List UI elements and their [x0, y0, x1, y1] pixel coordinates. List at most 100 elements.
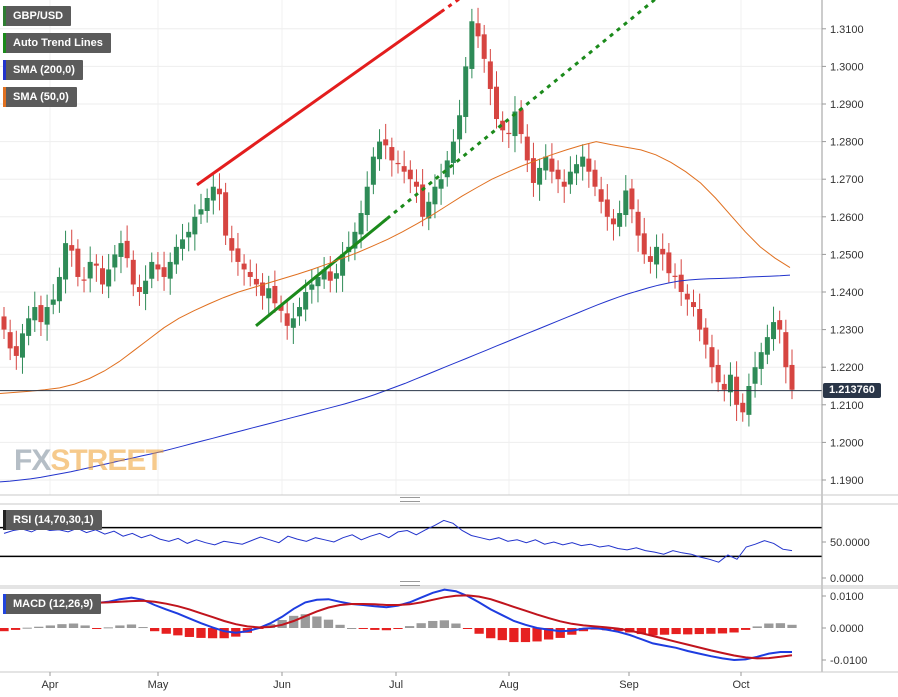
legend-rsi-swatch — [3, 510, 6, 530]
macd-hist-bar-1 — [10, 628, 21, 630]
candle-body-98 — [604, 199, 610, 217]
price-tick-label-0: 1.1900 — [830, 475, 864, 487]
rsi-tick-label-1: 50.0000 — [830, 537, 870, 549]
macd-hist-bar-44 — [509, 628, 519, 643]
time-tick-label-6: Oct — [732, 679, 749, 691]
macd-hist-bar-64 — [741, 628, 751, 630]
macd-hist-bar-0 — [0, 628, 9, 632]
candle-body-17 — [106, 269, 112, 287]
macd-hist-bar-5 — [57, 624, 67, 628]
price-tick-label-6: 1.2500 — [830, 249, 864, 261]
candle-body-117 — [721, 383, 727, 390]
macd-hist-bar-4 — [45, 625, 55, 628]
time-tick-label-3: Jul — [389, 679, 403, 691]
macd-hist-bar-16 — [184, 628, 195, 637]
price-tick-label-2: 1.2100 — [830, 400, 864, 412]
rsi-resize-handle[interactable] — [400, 497, 420, 502]
macd-hist-bar-46 — [532, 628, 542, 642]
legend-sma200[interactable]: SMA (200,0) — [3, 60, 83, 80]
candle-body-123 — [758, 352, 764, 369]
candle-body-100 — [617, 213, 623, 227]
candle-body-29 — [180, 239, 186, 249]
candle-body-39 — [241, 263, 247, 270]
candle-body-75 — [463, 66, 469, 117]
candle-body-111 — [684, 293, 690, 300]
candle-body-3 — [19, 333, 25, 358]
brand-street: STREET — [50, 444, 163, 477]
time-tick-label-0: Apr — [41, 679, 58, 691]
candle-body-82 — [506, 132, 512, 135]
macd-hist-bar-11 — [126, 624, 137, 628]
candle-body-101 — [623, 190, 629, 216]
candle-body-116 — [715, 364, 721, 383]
candle-body-37 — [229, 238, 235, 251]
candle-body-33 — [204, 198, 210, 211]
candle-body-19 — [118, 243, 124, 257]
macd-hist-bar-33 — [381, 628, 392, 631]
macd-hist-bar-41 — [474, 628, 484, 634]
candle-body-77 — [475, 23, 481, 37]
macd-hist-bar-61 — [706, 628, 716, 634]
candle-body-89 — [549, 158, 555, 172]
legend-rsi[interactable]: RSI (14,70,30,1) — [3, 510, 102, 530]
candle-body-65 — [401, 166, 407, 172]
macd-hist-bar-29 — [335, 624, 345, 628]
candle-body-104 — [641, 233, 647, 255]
macd-hist-bar-13 — [150, 628, 160, 632]
candle-body-58 — [358, 213, 364, 235]
legend-macd-label: MACD (12,26,9) — [13, 598, 94, 610]
legend-sma50[interactable]: SMA (50,0) — [3, 87, 77, 107]
candle-body-64 — [395, 162, 401, 165]
macd-hist-bar-48 — [555, 628, 565, 638]
macd-hist-bar-19 — [219, 628, 229, 639]
legend-symbol[interactable]: GBP/USD — [3, 6, 72, 26]
candle-body-28 — [173, 246, 179, 265]
price-tick-label-8: 1.2700 — [830, 174, 864, 186]
candle-body-84 — [518, 109, 524, 135]
candle-body-49 — [303, 292, 309, 310]
candle-body-83 — [512, 111, 518, 137]
macd-resize-handle[interactable] — [400, 581, 420, 586]
candle-body-99 — [610, 218, 616, 225]
candle-body-90 — [555, 169, 561, 180]
candle-body-108 — [666, 252, 672, 274]
last-price-tag: 1.213760 — [823, 383, 881, 398]
price-tick-label-4: 1.2300 — [830, 325, 864, 337]
candle-body-128 — [789, 364, 795, 390]
macd-tick-label-1: 0.0000 — [830, 623, 864, 635]
macd-hist-bar-12 — [138, 627, 148, 629]
candle-body-31 — [192, 216, 198, 235]
sma-line-0 — [0, 274, 791, 483]
legend-sma50-label: SMA (50,0) — [13, 91, 69, 103]
legend-trend-lines[interactable]: Auto Trend Lines — [3, 33, 111, 53]
candle-body-121 — [746, 386, 752, 415]
candle-body-85 — [524, 136, 530, 161]
candle-body-2 — [13, 346, 19, 356]
macd-hist-bar-34 — [393, 628, 403, 629]
candle-body-63 — [389, 147, 395, 161]
macd-hist-bar-26 — [300, 614, 310, 628]
candle-body-61 — [377, 141, 383, 160]
price-tick-label-1: 1.2000 — [830, 437, 864, 449]
candle-body-74 — [457, 115, 463, 140]
candle-body-24 — [149, 261, 155, 279]
candle-body-47 — [290, 318, 296, 328]
candle-body-8 — [50, 299, 56, 305]
macd-hist-bar-3 — [34, 626, 44, 628]
candle-body-42 — [260, 282, 266, 296]
candle-body-40 — [247, 271, 253, 277]
candle-body-9 — [56, 276, 62, 302]
candle-body-5 — [32, 307, 38, 321]
time-tick-label-1: May — [148, 679, 169, 691]
candle-body-112 — [691, 302, 696, 308]
macd-hist-bar-37 — [428, 620, 438, 628]
candle-body-21 — [130, 259, 136, 285]
candle-body-10 — [63, 243, 69, 280]
candle-body-16 — [100, 268, 105, 285]
macd-hist-bar-56 — [648, 628, 658, 636]
candle-body-44 — [272, 285, 278, 304]
candle-body-25 — [155, 264, 161, 270]
legend-macd[interactable]: MACD (12,26,9) — [3, 594, 102, 614]
